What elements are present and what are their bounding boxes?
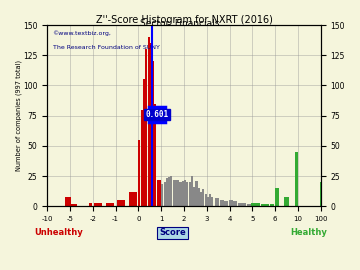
- Bar: [154, 103, 157, 206]
- Bar: [161, 184, 163, 206]
- Bar: [207, 197, 209, 206]
- Bar: [229, 200, 233, 206]
- Bar: [195, 181, 198, 206]
- Bar: [106, 202, 114, 206]
- Bar: [168, 177, 170, 206]
- Bar: [204, 194, 207, 206]
- Bar: [152, 61, 154, 206]
- Bar: [238, 202, 242, 206]
- Text: The Research Foundation of SUNY: The Research Foundation of SUNY: [53, 45, 159, 50]
- Bar: [215, 198, 219, 206]
- Bar: [186, 182, 188, 206]
- Bar: [193, 187, 195, 206]
- Bar: [166, 178, 168, 206]
- Bar: [261, 204, 265, 206]
- Y-axis label: Number of companies (997 total): Number of companies (997 total): [15, 60, 22, 171]
- Bar: [220, 200, 224, 206]
- Bar: [198, 188, 200, 206]
- Text: Healthy: Healthy: [290, 228, 327, 237]
- Bar: [145, 49, 147, 206]
- Bar: [117, 200, 125, 206]
- Bar: [284, 197, 289, 206]
- Bar: [265, 204, 269, 206]
- Bar: [233, 201, 237, 206]
- Bar: [211, 197, 213, 206]
- Bar: [251, 202, 256, 206]
- Text: 0.601: 0.601: [145, 110, 168, 119]
- Bar: [141, 110, 143, 206]
- Text: Score: Score: [159, 228, 186, 237]
- Text: Unhealthy: Unhealthy: [34, 228, 83, 237]
- Bar: [182, 181, 184, 206]
- Bar: [247, 204, 251, 206]
- Bar: [163, 182, 166, 206]
- Bar: [175, 180, 177, 206]
- Bar: [170, 176, 172, 206]
- Bar: [71, 204, 77, 206]
- Bar: [320, 182, 321, 206]
- Bar: [184, 180, 186, 206]
- Text: ©www.textbiz.org,: ©www.textbiz.org,: [53, 31, 112, 36]
- Text: Sector: Financials: Sector: Financials: [140, 19, 220, 28]
- Bar: [129, 192, 137, 206]
- Bar: [177, 180, 179, 206]
- Bar: [189, 182, 191, 206]
- Bar: [143, 79, 145, 206]
- Bar: [224, 201, 228, 206]
- Bar: [209, 194, 211, 206]
- Bar: [148, 37, 150, 206]
- Bar: [180, 182, 181, 206]
- Bar: [295, 152, 298, 206]
- Bar: [90, 202, 92, 206]
- Bar: [275, 188, 279, 206]
- Title: Z''-Score Histogram for NXRT (2016): Z''-Score Histogram for NXRT (2016): [95, 15, 273, 25]
- Bar: [191, 176, 193, 206]
- Bar: [65, 197, 71, 206]
- Bar: [94, 202, 102, 206]
- Bar: [256, 202, 260, 206]
- Bar: [270, 204, 274, 206]
- Bar: [139, 140, 140, 206]
- Bar: [157, 180, 159, 206]
- Bar: [159, 180, 161, 206]
- Bar: [173, 180, 175, 206]
- Bar: [202, 189, 204, 206]
- Bar: [200, 192, 202, 206]
- Bar: [150, 43, 152, 206]
- Bar: [242, 202, 247, 206]
